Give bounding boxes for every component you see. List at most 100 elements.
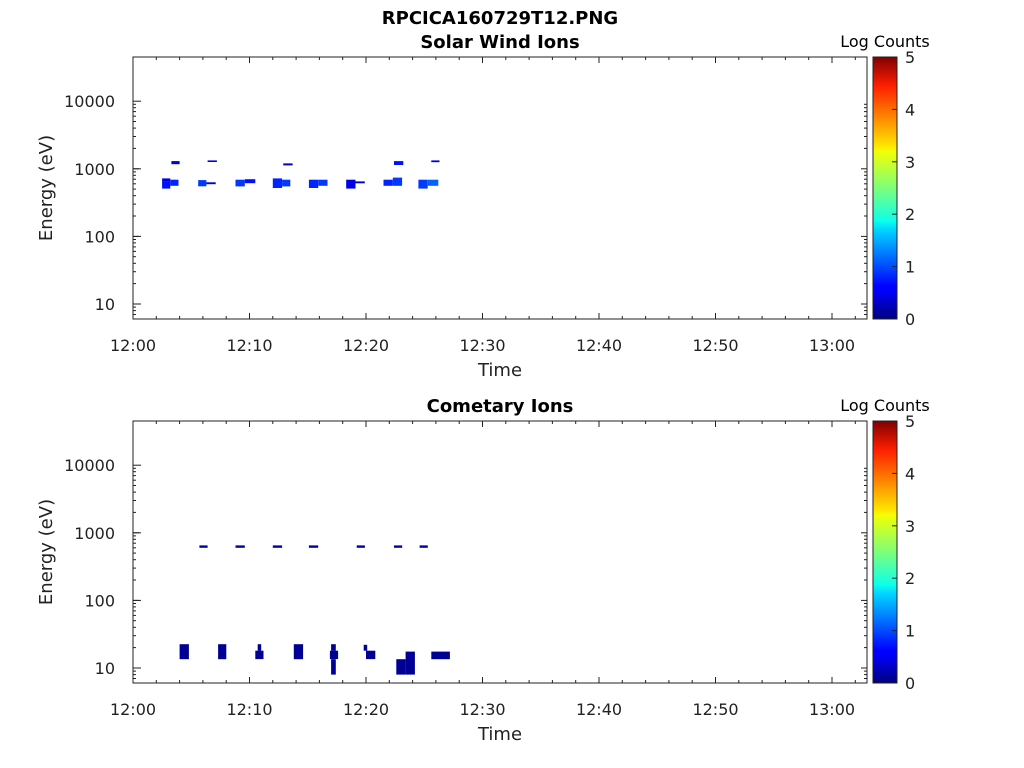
solar-wind-cell-18 — [394, 161, 404, 165]
solar-wind-x-label: Time — [477, 360, 522, 381]
solar-wind-y-tick-label: 10000 — [64, 92, 115, 111]
solar-wind-x-tick-label: 12:30 — [459, 336, 505, 355]
solar-wind-cell-12 — [308, 179, 319, 188]
solar-wind-cells — [162, 160, 440, 189]
cometary-cell-16 — [366, 650, 376, 660]
solar-wind-cell-5 — [206, 182, 216, 185]
solar-wind-x-tick-label: 12:20 — [343, 336, 389, 355]
cometary-cells — [179, 545, 450, 675]
solar-wind-y-tick-label: 1000 — [74, 160, 115, 179]
solar-wind-y-ticks: 10 100 1000 10000 — [64, 92, 867, 320]
cometary-cell-11 — [293, 644, 304, 660]
cometary-cell-2 — [272, 545, 283, 548]
cometary-cell-0 — [199, 545, 208, 548]
solar-wind-colorbar-tick-label: 0 — [905, 310, 915, 329]
cometary-x-tick-label: 12:20 — [343, 700, 389, 719]
solar-wind-cell-20 — [427, 179, 439, 186]
cometary-colorbar-tick-label: 4 — [905, 464, 915, 483]
solar-wind-plot-area — [132, 56, 868, 320]
solar-wind-colorbar — [872, 56, 898, 320]
cometary-cell-8 — [218, 644, 227, 660]
cometary-colorbar-tick-label: 0 — [905, 674, 915, 693]
cometary-plot-area — [132, 420, 868, 684]
solar-wind-cell-7 — [235, 179, 245, 187]
solar-wind-cell-2 — [170, 179, 179, 186]
cometary-y-tick-label: 1000 — [74, 524, 115, 543]
solar-wind-x-tick-label: 12:40 — [576, 336, 622, 355]
solar-wind-title: Solar Wind Ions — [420, 32, 579, 53]
cometary-cell-3 — [308, 545, 319, 548]
cometary-cell-4 — [356, 545, 365, 548]
cometary-colorbar-tick-label: 1 — [905, 622, 915, 641]
solar-wind-cell-11 — [283, 163, 293, 166]
solar-wind-x-tick-label: 12:10 — [226, 336, 272, 355]
solar-wind-y-label: Energy (eV) — [36, 135, 57, 241]
cometary-colorbar — [872, 420, 898, 684]
figure-title: RPCICA160729T12.PNG — [382, 8, 618, 29]
solar-wind-y-tick-label: 10 — [95, 295, 115, 314]
solar-wind-y-tick-label: 100 — [84, 227, 115, 246]
cometary-x-label: Time — [477, 724, 522, 745]
solar-wind-cell-9 — [272, 178, 283, 188]
cometary-x-tick-label: 12:00 — [110, 700, 156, 719]
cometary-colorbar-tick-label: 3 — [905, 517, 915, 536]
solar-wind-panel: Solar Wind Ions 12:00 12:10 12:20 12:30 12:4… — [36, 32, 930, 381]
cometary-colorbar-tick-label: 2 — [905, 569, 915, 588]
cometary-x-tick-label: 12:30 — [459, 700, 505, 719]
solar-wind-colorbar-tick-label: 3 — [905, 153, 915, 172]
solar-wind-x-tick-label: 12:00 — [110, 336, 156, 355]
solar-wind-cell-16 — [383, 179, 393, 186]
solar-wind-x-ticks: 12:00 12:10 12:20 12:30 12:40 12:50 13:00 — [110, 57, 856, 355]
cometary-cell-10 — [257, 644, 262, 651]
solar-wind-cell-10 — [282, 179, 291, 187]
cometary-y-tick-label: 10000 — [64, 456, 115, 475]
solar-wind-cell-1 — [162, 181, 171, 189]
cometary-colorbar-tick-label: 5 — [905, 412, 915, 431]
solar-wind-x-tick-label: 12:50 — [692, 336, 738, 355]
cometary-cell-1 — [235, 545, 245, 548]
cometary-x-tick-label: 13:00 — [809, 700, 855, 719]
cometary-y-label: Energy (eV) — [36, 499, 57, 605]
solar-wind-cell-14 — [346, 179, 356, 189]
solar-wind-colorbar-label: Log Counts — [840, 32, 930, 51]
cometary-panel: Cometary Ions 12:00 12:10 12:20 12:30 12:40 1… — [36, 396, 930, 745]
cometary-cell-13 — [331, 644, 336, 651]
cometary-x-tick-label: 12:40 — [576, 700, 622, 719]
cometary-cell-5 — [394, 545, 403, 548]
solar-wind-colorbar-ticks: 0 1 2 3 4 5 — [892, 48, 915, 329]
cometary-cell-6 — [419, 545, 428, 548]
cometary-x-tick-label: 12:10 — [226, 700, 272, 719]
cometary-cell-12 — [329, 650, 339, 660]
solar-wind-cell-15 — [355, 181, 365, 184]
solar-wind-cell-21 — [431, 160, 440, 163]
solar-wind-cell-19 — [418, 179, 428, 189]
solar-wind-x-tick-label: 13:00 — [809, 336, 855, 355]
solar-wind-cell-3 — [171, 161, 180, 165]
cometary-cell-7 — [179, 644, 189, 660]
cometary-y-ticks: 10 100 1000 10000 — [64, 456, 867, 684]
solar-wind-cell-8 — [244, 179, 256, 184]
solar-wind-colorbar-tick-label: 4 — [905, 100, 915, 119]
solar-wind-cell-17 — [392, 177, 403, 186]
solar-wind-cell-6 — [207, 160, 217, 162]
cometary-cell-18 — [405, 651, 415, 675]
cometary-cell-15 — [363, 644, 368, 651]
cometary-cell-19 — [431, 651, 450, 660]
solar-wind-colorbar-tick-label: 2 — [905, 205, 915, 224]
solar-wind-cell-13 — [318, 179, 328, 186]
solar-wind-cell-4 — [198, 180, 207, 187]
cometary-title: Cometary Ions — [427, 396, 574, 417]
cometary-x-ticks: 12:00 12:10 12:20 12:30 12:40 12:50 13:00 — [110, 421, 856, 719]
cometary-colorbar-label: Log Counts — [840, 396, 930, 415]
solar-wind-colorbar-tick-label: 5 — [905, 48, 915, 67]
cometary-y-tick-label: 10 — [95, 659, 115, 678]
cometary-cell-14 — [331, 659, 336, 675]
cometary-cell-9 — [255, 650, 264, 660]
solar-wind-cell-0 — [162, 178, 171, 182]
cometary-x-tick-label: 12:50 — [692, 700, 738, 719]
cometary-colorbar-ticks: 0 1 2 3 4 5 — [892, 412, 915, 693]
cometary-y-tick-label: 100 — [84, 591, 115, 610]
solar-wind-colorbar-tick-label: 1 — [905, 258, 915, 277]
cometary-cell-17 — [396, 659, 406, 675]
